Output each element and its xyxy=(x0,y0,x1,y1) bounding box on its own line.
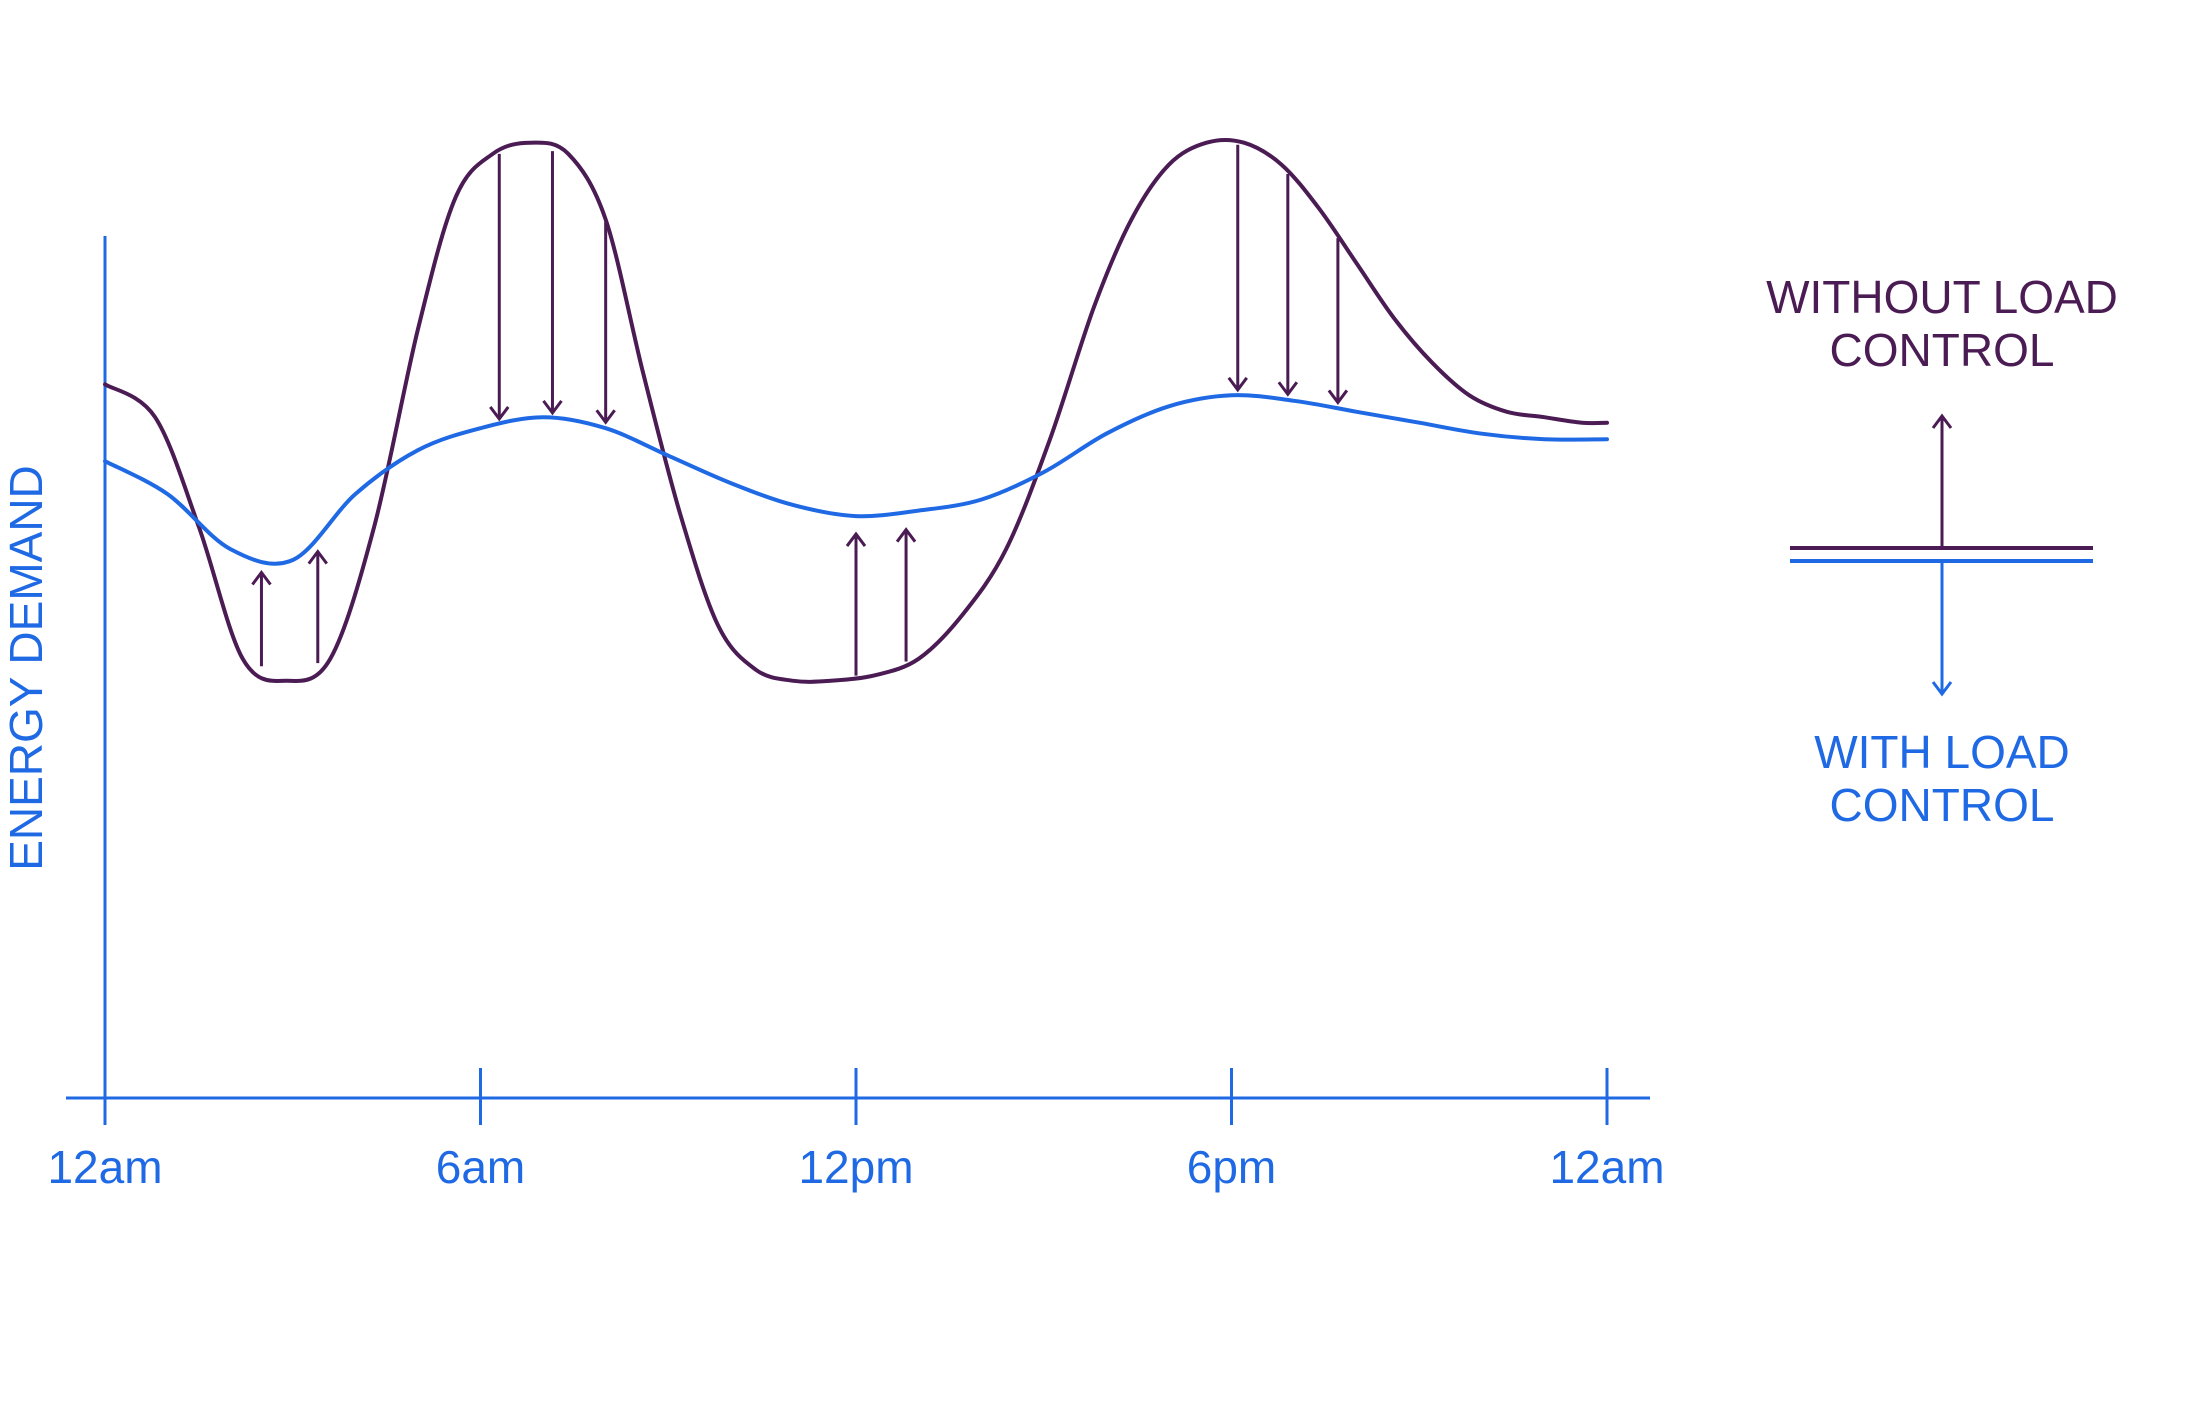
shift-arrowhead xyxy=(895,527,917,543)
x-tick-label: 6am xyxy=(436,1141,525,1193)
legend-without-label-line1: WITHOUT LOAD xyxy=(1766,271,2118,323)
shift-arrow-up xyxy=(251,569,272,667)
y-axis-title: ENERGY DEMAND xyxy=(0,465,52,871)
shift-arrow-up xyxy=(307,549,328,664)
x-tick-label: 12am xyxy=(47,1141,162,1193)
shift-arrowhead xyxy=(1277,381,1299,397)
shift-arrow-down xyxy=(595,221,616,425)
shift-arrowhead xyxy=(1327,389,1349,405)
shift-arrowhead xyxy=(307,549,328,565)
x-tick-label: 12am xyxy=(1549,1141,1664,1193)
shift-arrow-down xyxy=(489,153,510,422)
shift-arrows xyxy=(251,144,1349,676)
legend: WITHOUT LOAD CONTROL WITH LOAD CONTROL xyxy=(1766,271,2118,831)
shift-arrowhead xyxy=(251,569,272,586)
series-line-without-load-control xyxy=(103,138,1609,684)
shift-arrowhead xyxy=(845,531,867,547)
shift-arrowhead xyxy=(595,409,616,425)
x-tick-label: 6pm xyxy=(1187,1141,1276,1193)
shift-arrow-down xyxy=(1227,144,1248,393)
shift-arrowhead xyxy=(489,406,510,422)
legend-with-label-line1: WITH LOAD xyxy=(1814,726,2070,778)
shift-arrow-down xyxy=(1277,174,1299,397)
shift-arrowhead xyxy=(1227,376,1248,393)
x-ticks: 12am 6am 12pm 6pm 12am xyxy=(47,1068,1665,1193)
legend-down-arrowhead xyxy=(1931,681,1953,697)
legend-with-label-line2: CONTROL xyxy=(1830,779,2055,831)
shift-arrow-down xyxy=(1327,238,1349,405)
shift-arrow-up xyxy=(895,527,917,662)
series-line-with-load-control xyxy=(103,393,1609,566)
shift-arrowhead xyxy=(542,399,563,416)
legend-up-arrowhead xyxy=(1931,413,1953,429)
shift-arrow-down xyxy=(542,151,563,416)
shift-arrow-up xyxy=(845,531,867,676)
series-lines xyxy=(103,138,1609,684)
x-tick-label: 12pm xyxy=(798,1141,913,1193)
legend-without-label-line2: CONTROL xyxy=(1830,324,2055,376)
